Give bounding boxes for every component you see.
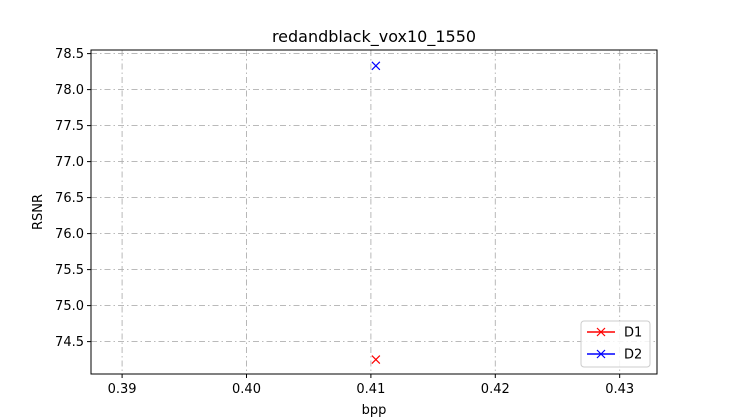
x-tick-label: 0.40: [232, 382, 261, 397]
data-point-d1: [371, 355, 381, 365]
y-tick-label: 77.0: [55, 155, 84, 170]
y-tick-label: 75.0: [55, 299, 84, 314]
y-tick-label: 76.0: [55, 227, 84, 242]
grid: [91, 50, 657, 374]
y-tick-label: 76.5: [55, 191, 84, 206]
legend-label: D1: [624, 326, 642, 341]
x-axis-label: bpp: [362, 403, 387, 418]
x-tick-label: 0.41: [356, 382, 385, 397]
data-marks: [371, 61, 381, 365]
x-tick-label: 0.42: [481, 382, 510, 397]
y-tick-label: 78.5: [55, 47, 84, 62]
y-tick-label: 77.5: [55, 119, 84, 134]
plot-area: [90, 49, 658, 375]
y-axis-label: RSNR: [31, 194, 46, 230]
legend-item-d2: D2: [587, 348, 642, 363]
y-tick-label: 74.5: [55, 335, 84, 350]
y-tick-label: 78.0: [55, 83, 84, 98]
y-tick-label: 75.5: [55, 263, 84, 278]
y-axis-ticks: 74.5 75.0 75.5 76.0 76.5 77.0 77.5 78.0 78.5: [55, 47, 91, 350]
data-point-d2: [371, 61, 381, 71]
x-axis-ticks: 0.39 0.40 0.41 0.42 0.43: [108, 374, 634, 397]
legend-item-d1: D1: [587, 326, 642, 341]
legend-label: D2: [624, 348, 642, 363]
x-tick-label: 0.43: [605, 382, 634, 397]
chart-title: redandblack_vox10_1550: [272, 27, 476, 47]
x-tick-label: 0.39: [108, 382, 137, 397]
